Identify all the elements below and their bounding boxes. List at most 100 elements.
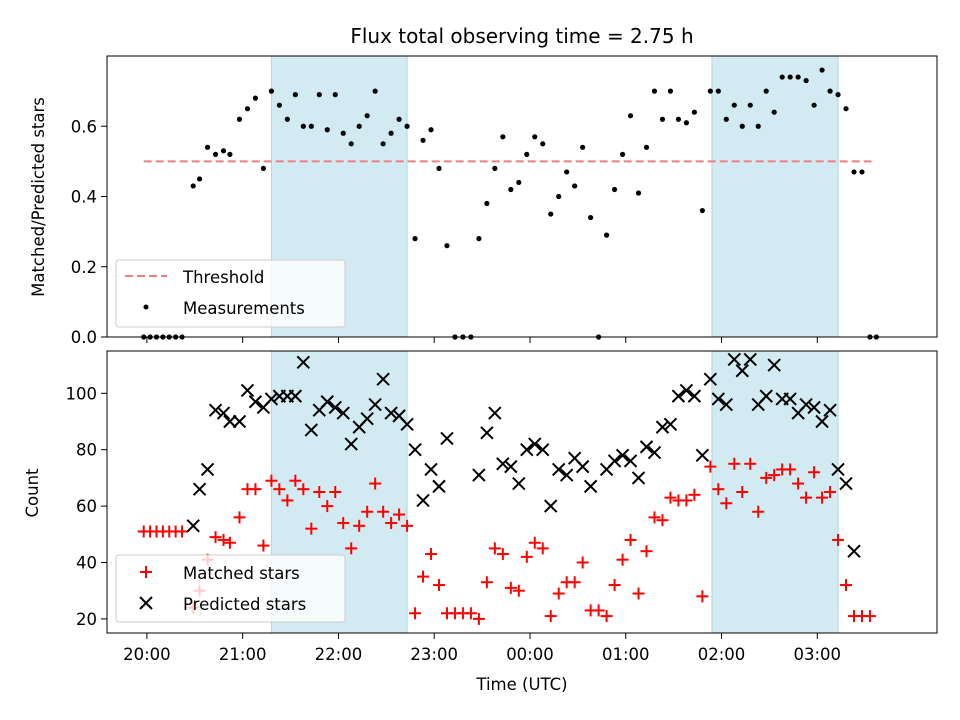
predicted-point — [823, 403, 837, 417]
measurement-point — [268, 88, 275, 94]
matched-point — [176, 525, 189, 538]
predicted-point — [440, 431, 454, 446]
measurement-point — [324, 127, 330, 133]
matched-point — [600, 610, 613, 623]
measurement-point — [276, 102, 282, 108]
matched-point — [329, 486, 342, 498]
predicted-point — [727, 352, 741, 367]
matched-point — [688, 488, 701, 501]
predicted-point — [416, 493, 430, 508]
matched-point — [840, 579, 853, 592]
predicted-point — [607, 454, 622, 468]
matched-point — [512, 584, 525, 597]
predicted-point — [472, 468, 486, 482]
matched-point — [504, 581, 517, 594]
measurement-point — [580, 144, 586, 150]
matched-point — [425, 548, 438, 561]
predicted-point — [376, 372, 390, 386]
matched-point — [608, 579, 621, 592]
matched-point — [393, 508, 406, 521]
predicted-point — [360, 411, 374, 426]
measurement-point — [803, 77, 809, 84]
bottom-shade-1 — [711, 350, 839, 634]
legend-predicted-label: Predicted stars — [183, 595, 306, 614]
predicted-point — [520, 442, 534, 457]
matched-point — [345, 542, 358, 555]
predicted-point — [320, 395, 334, 409]
measurement-point — [667, 88, 674, 94]
matched-point — [744, 457, 757, 470]
predicted-point — [432, 479, 446, 494]
bottom-y-tick-label: 20 — [76, 610, 97, 629]
measurement-point — [540, 141, 546, 147]
measurement-point — [332, 92, 338, 98]
matched-point — [696, 590, 709, 603]
predicted-point — [232, 414, 247, 429]
matched-point — [863, 610, 876, 623]
predicted-point — [583, 479, 598, 494]
predicted-point — [368, 397, 382, 412]
x-tick-label: 22:00 — [315, 645, 363, 664]
predicted-point — [192, 482, 207, 496]
measurement-point — [859, 169, 865, 175]
chart-title: Flux total observing time = 2.75 h — [350, 24, 693, 48]
x-tick-label: 21:00 — [219, 645, 267, 664]
measurement-point — [835, 92, 841, 98]
predicted-point — [671, 389, 686, 403]
measurement-point — [603, 232, 610, 238]
predicted-point — [248, 395, 263, 409]
matched-point — [816, 491, 829, 504]
measurement-point — [404, 123, 410, 129]
predicted-point — [655, 420, 670, 434]
predicted-point — [575, 459, 590, 474]
matched-point — [712, 483, 725, 496]
matched-point — [648, 511, 661, 524]
measurement-point — [396, 116, 402, 122]
predicted-point — [504, 459, 518, 474]
measurement-point — [699, 207, 705, 214]
predicted-point — [296, 355, 311, 369]
matched-point — [736, 486, 749, 498]
measurement-point — [755, 123, 761, 129]
measurement-point — [388, 130, 394, 136]
measurement-point — [428, 127, 434, 133]
measurement-point — [572, 183, 578, 189]
predicted-point — [663, 417, 678, 432]
matched-point — [321, 500, 334, 513]
measurement-point — [356, 123, 362, 129]
measurement-point — [827, 88, 833, 94]
matched-point — [808, 466, 821, 479]
measurement-point — [548, 211, 554, 217]
bottom-x-ticks: 20:00 21:00 22:00 23:00 00:00 01:00 02:00 03:00 — [123, 633, 841, 664]
measurement-point — [436, 165, 442, 171]
measurement-point — [707, 88, 713, 94]
matched-point — [433, 579, 445, 592]
bottom-y-tick-label: 60 — [76, 497, 97, 516]
measurement-point — [843, 106, 849, 112]
predicted-point — [384, 406, 398, 420]
measurement-point — [372, 88, 378, 94]
predicted-point — [552, 462, 566, 477]
predicted-point — [631, 471, 646, 485]
measurement-point — [204, 144, 211, 150]
x-axis-label: Time (UTC) — [475, 675, 567, 694]
measurement-point — [779, 74, 785, 80]
matched-point — [656, 514, 669, 527]
predicted-point — [711, 392, 726, 406]
matched-point — [401, 519, 414, 532]
measurement-point — [212, 151, 219, 157]
predicted-point — [512, 476, 526, 491]
measurement-point — [190, 183, 196, 189]
measurement-point — [284, 116, 290, 122]
matched-point — [496, 548, 509, 561]
matched-point — [752, 505, 765, 518]
measurement-point — [524, 151, 530, 157]
measurement-point — [364, 113, 370, 119]
matched-point — [369, 477, 382, 490]
x-tick-label: 23:00 — [410, 645, 458, 664]
predicted-point — [743, 352, 757, 367]
measurement-point — [691, 109, 697, 115]
measurement-point — [412, 236, 418, 242]
matched-point — [592, 604, 605, 617]
measurement-point — [659, 116, 666, 122]
